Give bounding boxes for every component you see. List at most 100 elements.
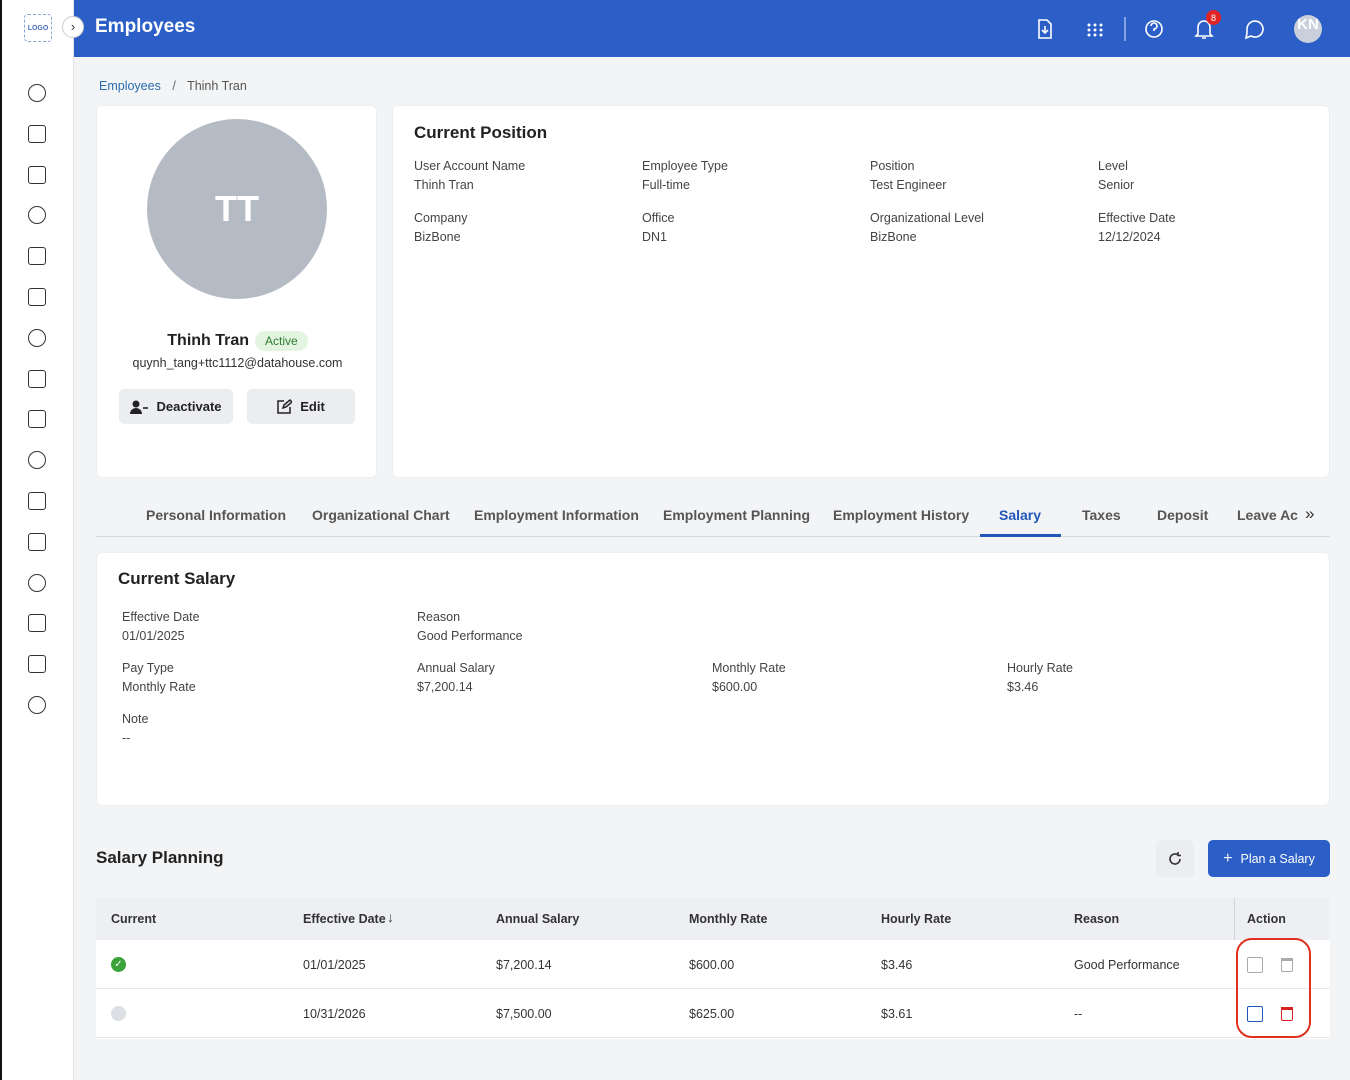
field-label: Hourly Rate [1007,661,1073,675]
nav-icon[interactable] [28,206,46,225]
tab-indicator [980,534,1061,537]
section-title: Salary Planning [96,848,224,867]
nav-icon[interactable] [28,410,46,429]
field-value: Test Engineer [870,178,947,192]
field-value: 01/01/2025 [122,629,185,643]
field-value: DN1 [642,230,668,244]
nav-icon[interactable] [28,247,46,266]
row-divider [96,1037,1330,1038]
breadcrumb-separator: / [172,79,176,93]
nav-icon[interactable] [28,573,46,592]
field-label: User Account Name [414,159,526,173]
button-label: Edit [300,399,325,414]
table-header [96,898,1330,940]
delete-action[interactable] [1281,1007,1293,1021]
card-title: Current Position [414,123,548,142]
page-title: Employees [95,16,196,37]
field-label: Pay Type [122,661,174,675]
profile-email: quynh_tang+ttc1112@datahouse.com [132,356,343,370]
tab[interactable]: Personal Information [146,507,287,523]
table-cell: Good Performance [1074,958,1180,972]
tab[interactable]: Taxes [1082,507,1121,523]
field-value: Senior [1098,178,1135,192]
field-label: Effective Date [1098,211,1176,225]
sort-icon: ↓ [387,909,394,925]
tab[interactable]: Employment Planning [663,507,811,523]
nav-icon[interactable] [28,369,46,388]
table-cell: -- [1074,1007,1083,1021]
refresh-button[interactable] [1156,840,1194,877]
field-value: $600.00 [712,680,758,694]
field-value: Monthly Rate [122,680,196,694]
column-header: Hourly Rate [881,912,952,926]
column-header: Current [111,912,157,926]
field-label: Effective Date [122,610,200,624]
field-label: Company [414,211,468,225]
notification-badge: 8 [1206,10,1221,25]
column-header: Monthly Rate [689,912,768,926]
column-header: Action [1247,912,1286,926]
table-cell: $7,200.14 [496,958,552,972]
field-label: Position [870,159,915,173]
current-position-card: Current Position User Account Name Thinh … [392,105,1330,478]
profile-avatar: TT [147,119,327,299]
column-header[interactable]: Effective Date [303,912,386,926]
field-label: Level [1098,159,1128,173]
nav-icon[interactable] [28,492,46,510]
nav-icon[interactable] [28,328,46,347]
sidebar: LOGO [2,0,74,1080]
field-value: BizBone [414,230,461,244]
nav-icon[interactable] [28,614,46,633]
highlight-annotation [1236,938,1311,1038]
avatar[interactable]: KN [1297,16,1319,33]
field-label: Reason [417,610,461,624]
field-value: Full-time [642,178,690,192]
salary-table: Current Effective Date ↓ Annual Salary Month… [96,898,1330,1039]
nav-icon[interactable] [28,165,46,184]
sidebar-toggle[interactable]: › [62,16,84,38]
tab[interactable]: Leave Ac [1237,507,1298,523]
nav-icon[interactable] [28,532,46,551]
nav-icon[interactable] [28,288,46,306]
nav-icon[interactable] [28,451,46,470]
field-value: -- [122,731,131,745]
field-label: Monthly Rate [712,661,786,675]
field-value: 12/12/2024 [1098,230,1161,244]
field-value: Good Performance [417,629,523,643]
edit-action[interactable] [1247,957,1263,973]
nav-icon[interactable] [28,696,46,714]
tab[interactable]: Salary [999,507,1042,523]
edit-action[interactable] [1247,1006,1263,1022]
field-label: Note [122,712,149,726]
profile-name: Thinh Tran [167,332,250,349]
field-value: Thinh Tran [414,178,474,192]
row-divider [96,988,1330,989]
tab[interactable]: Deposit [1157,507,1209,523]
nav-icon[interactable] [28,124,46,143]
profile-card: TT Thinh Tran Active quynh_tang+ttc1112@… [96,105,377,478]
field-label: Employee Type [642,159,728,173]
delete-action[interactable] [1281,958,1293,972]
current-indicator [111,1006,126,1021]
breadcrumb-link[interactable]: Employees [99,79,161,93]
tab[interactable]: Organizational Chart [312,507,450,523]
column-header: Annual Salary [496,912,580,926]
header-icons[interactable] [1029,14,1329,44]
table-cell: $3.61 [881,1007,913,1021]
field-label: Annual Salary [417,661,495,675]
tab-scroll[interactable]: » [1305,504,1315,523]
edit-button[interactable]: Edit [247,389,355,424]
breadcrumb-current: Thinh Tran [187,79,247,93]
status-badge: Active [255,331,308,351]
table-cell: $600.00 [689,958,735,972]
tab[interactable]: Employment History [833,507,970,523]
nav-icon[interactable] [28,84,46,102]
button-label: Deactivate [156,399,222,414]
current-indicator: ✓ [111,957,126,972]
plan-salary-button[interactable]: + Plan a Salary [1208,840,1330,877]
field-label: Office [642,211,675,225]
tab[interactable]: Employment Information [474,507,639,523]
logo: LOGO [24,14,52,42]
nav-icon[interactable] [28,655,46,674]
deactivate-button[interactable]: Deactivate [119,389,233,424]
